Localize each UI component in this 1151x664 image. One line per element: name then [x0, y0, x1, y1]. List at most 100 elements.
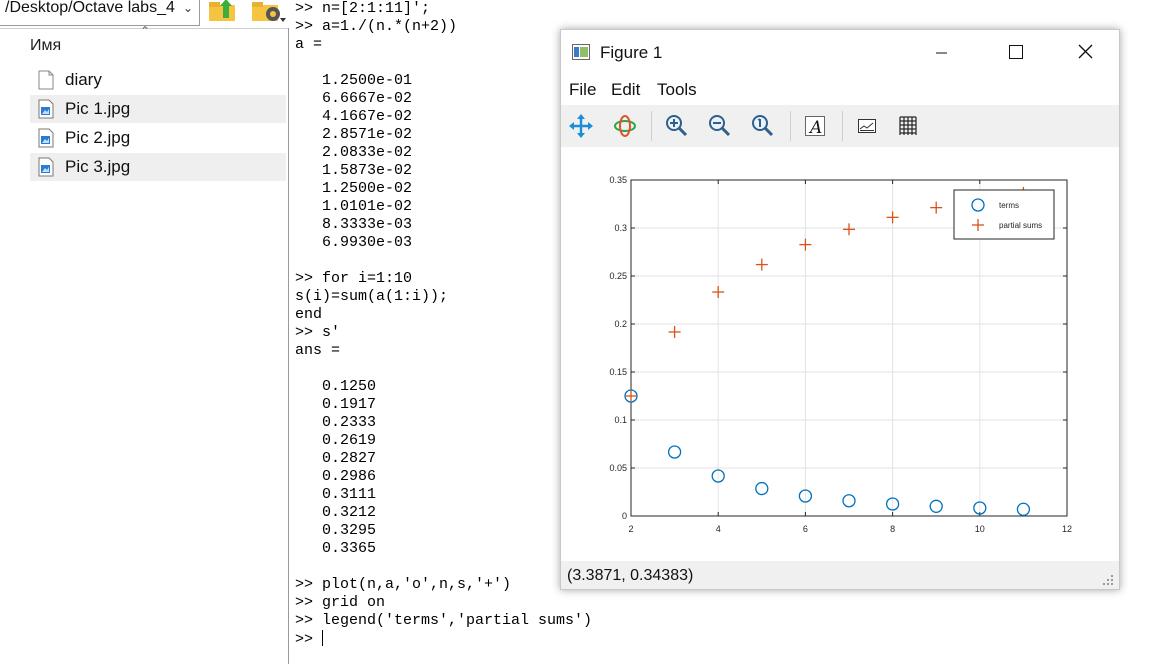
y-tick-label: 0.1: [614, 415, 627, 425]
zoom-out-icon: [709, 115, 731, 137]
console-line: >> plot(n,a,'o',n,s,'+'): [295, 576, 512, 593]
console-line: 0.2619: [295, 432, 377, 449]
x-tick-label: 12: [1062, 524, 1072, 534]
zoom-in-icon: [666, 115, 688, 137]
figure-window-icon: [572, 44, 590, 60]
data-point-partial-sums: [930, 201, 943, 214]
rotate-button[interactable]: [611, 112, 639, 140]
legend-label-terms: terms: [999, 201, 1019, 210]
console-line: 2.8571e-02: [295, 126, 413, 143]
parent-folder-button[interactable]: [208, 0, 238, 22]
zoom-in-button[interactable]: [662, 112, 690, 140]
console-line: 1.5873e-02: [295, 162, 413, 179]
console-line: 0.3365: [295, 540, 377, 557]
data-point-terms: [1016, 502, 1031, 516]
data-point-terms: [755, 481, 769, 496]
console-line: a =: [295, 36, 323, 53]
data-point-terms: [798, 489, 813, 503]
data-point-partial-sums: [668, 325, 681, 338]
divider: [0, 28, 289, 29]
file-row-pic2[interactable]: Pic 2.jpg: [30, 124, 286, 152]
maximize-button[interactable]: [985, 30, 1045, 76]
console-line: 0.2986: [295, 468, 377, 485]
toolbar-separator: [842, 111, 843, 141]
console-line: 1.2500e-02: [295, 180, 413, 197]
y-tick-label: 0.25: [609, 271, 627, 281]
file-name: Pic 2.jpg: [65, 128, 131, 147]
text-annotation-icon: A: [805, 116, 825, 138]
file-name: Pic 1.jpg: [65, 99, 131, 118]
figure-window[interactable]: Figure 1 File Edit Tools: [560, 29, 1120, 590]
path-combobox[interactable]: /Desktop/Octave labs_4 ⌄: [0, 0, 200, 26]
console-prompt-line[interactable]: >>: [295, 630, 855, 648]
text-annotation-button[interactable]: A: [801, 112, 829, 140]
toggle-grid-icon: [899, 116, 917, 135]
data-point-terms: [711, 469, 725, 483]
menu-tools[interactable]: Tools: [657, 80, 697, 99]
folder-up-icon: [209, 0, 235, 21]
console-line: 6.6667e-02: [295, 90, 413, 107]
console-line: ans =: [295, 342, 341, 359]
y-tick-label: 0.3: [614, 223, 627, 233]
pan-button[interactable]: [567, 112, 595, 140]
console-line: 1.2500e-01: [295, 72, 413, 89]
console-line: 2.0833e-02: [295, 144, 413, 161]
console-line: >> for i=1:10: [295, 270, 413, 287]
data-point-partial-sums: [625, 390, 637, 402]
console-line: 0.2827: [295, 450, 377, 467]
console-line: 0.1917: [295, 396, 377, 413]
console-line: >> legend('terms','partial sums'): [295, 612, 593, 629]
resize-grip-icon[interactable]: [1103, 575, 1113, 585]
toggle-axes-icon: [858, 119, 876, 133]
path-bar: /Desktop/Octave labs_4 ⌄: [0, 0, 290, 30]
console-line: 6.9930e-03: [295, 234, 413, 251]
console-line: >> grid on: [295, 594, 386, 611]
figure-title: Figure 1: [600, 43, 663, 62]
toggle-axes-button[interactable]: [853, 112, 881, 140]
minimize-icon: [936, 52, 947, 54]
file-row-pic3[interactable]: Pic 3.jpg: [30, 153, 286, 181]
zoom-reset-button[interactable]: [748, 112, 776, 140]
plot-canvas[interactable]: 2 4 6 8 10 12 0 0.05 0.1 0.15 0.2 0.25 0.3 0.35 terms p…: [561, 147, 1119, 561]
file-row-pic1[interactable]: Pic 1.jpg: [30, 95, 286, 123]
console-line: end: [295, 306, 323, 323]
menu-edit[interactable]: Edit: [611, 80, 641, 99]
menu-bar: File Edit Tools: [561, 76, 1119, 104]
console-line: >> s': [295, 324, 341, 341]
toggle-grid-button[interactable]: [895, 112, 923, 140]
maximize-icon: [1009, 45, 1023, 59]
minimize-button[interactable]: [911, 30, 971, 76]
toolbar-separator: [790, 111, 791, 141]
zoom-out-button[interactable]: [705, 112, 733, 140]
console-line: 0.1250: [295, 378, 377, 395]
image-file-icon: [38, 99, 54, 119]
sort-ascending-icon: ⌃: [140, 24, 151, 38]
data-point-partial-sums: [712, 286, 725, 299]
console-line: s(i)=sum(a(1:i));: [295, 288, 449, 305]
close-icon: [1078, 44, 1093, 59]
console-line: 0.3212: [295, 504, 377, 521]
console-output: >> n=[2:1:11]'; >> a=1./(n.*(n+2)) a = 1.2…: [295, 0, 855, 630]
close-button[interactable]: [1057, 30, 1117, 76]
axes-box: [630, 179, 1068, 517]
cursor-coordinates: (3.3871, 0.34383): [567, 567, 694, 584]
image-file-icon: [38, 157, 54, 177]
file-row-diary[interactable]: diary: [30, 66, 286, 94]
toolbar-separator: [651, 111, 652, 141]
legend-marker-terms: [971, 198, 985, 212]
console-prompt: >>: [295, 631, 323, 648]
svg-text:A: A: [808, 118, 822, 138]
data-point-terms: [842, 494, 856, 508]
command-window[interactable]: >> n=[2:1:11]'; >> a=1./(n.*(n+2)) a = 1.2…: [295, 0, 855, 664]
chevron-down-icon[interactable]: ⌄: [182, 1, 193, 15]
console-line: 8.3333e-03: [295, 216, 413, 233]
data-point-terms: [929, 499, 943, 513]
plot-svg[interactable]: 2 4 6 8 10 12 0 0.05 0.1 0.15 0.2 0.25 0.3 0.35 terms p…: [561, 147, 1119, 561]
document-icon: [38, 70, 54, 90]
title-bar[interactable]: Figure 1: [561, 30, 1119, 76]
x-tick-label: 4: [716, 524, 721, 534]
menu-file[interactable]: File: [569, 80, 597, 99]
column-header-name[interactable]: Имя: [30, 37, 62, 54]
legend-marker-partial-sums: [972, 219, 984, 231]
folder-settings-button[interactable]: [251, 0, 286, 22]
